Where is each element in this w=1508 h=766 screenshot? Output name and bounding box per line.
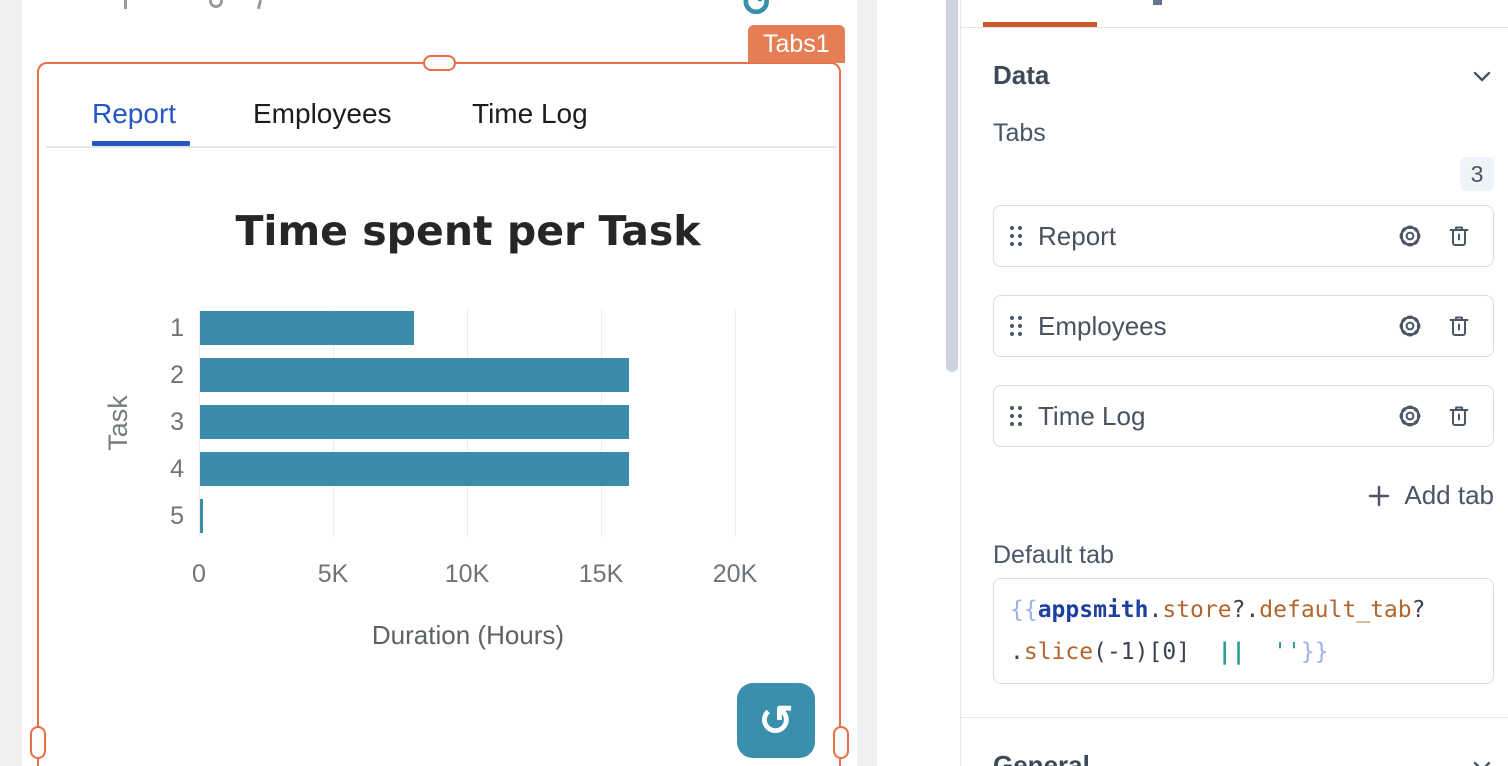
category-label: 1 <box>170 314 184 342</box>
section-divider <box>961 717 1508 718</box>
widget-tab-employees[interactable]: Employees <box>253 98 392 129</box>
tab-list-item-time-log: Time Log <box>993 385 1494 447</box>
category-label: 4 <box>170 455 184 483</box>
clipped-text-fragment <box>124 0 127 9</box>
badge-row: 3 <box>993 157 1494 191</box>
chart-title: Time spent per Task <box>235 207 701 255</box>
chevron-down-icon[interactable] <box>1470 64 1494 88</box>
chevron-down-icon[interactable] <box>1470 754 1494 766</box>
tab-item-label: Time Log <box>1038 400 1146 431</box>
clipped-refresh-icon: ↺ <box>740 0 774 25</box>
x-tick-label: 0 <box>192 560 206 588</box>
resize-handle-right[interactable] <box>833 726 849 759</box>
active-tab-underline <box>92 141 190 146</box>
plus-icon <box>1366 483 1392 509</box>
category-label: 3 <box>170 408 184 436</box>
chart-x-axis-title: Duration (Hours) <box>371 620 565 650</box>
x-tick-label: 10K <box>444 560 490 588</box>
gear-icon[interactable] <box>1395 401 1425 431</box>
section-title: Data <box>993 60 1050 90</box>
x-tick-label: 15K <box>578 560 624 588</box>
x-tick-label: 20K <box>712 560 758 588</box>
gridline <box>735 310 736 537</box>
clipped-text-fragment <box>209 0 223 8</box>
property-pane: Data Tabs 3 Report <box>960 0 1508 766</box>
canvas-right-gutter <box>857 0 877 766</box>
refresh-icon: ↺ <box>758 697 794 744</box>
canvas-left-gutter <box>0 0 22 766</box>
clipped-text-fragment <box>1153 0 1162 5</box>
tab-item-label: Employees <box>1038 310 1167 341</box>
section-title: General <box>993 750 1090 766</box>
add-tab-label: Add tab <box>1404 480 1494 510</box>
chart-y-axis-title: Task <box>103 395 133 451</box>
tab-list-item-report: Report <box>993 205 1494 267</box>
pane-body: Data Tabs 3 Report <box>961 60 1508 766</box>
chart-category-labels: 1 2 3 4 5 <box>148 311 184 546</box>
resize-handle-left[interactable] <box>30 726 46 759</box>
drag-handle-icon[interactable] <box>1010 316 1022 336</box>
bar <box>200 358 629 392</box>
widget-tab-report[interactable]: Report <box>92 98 177 129</box>
pane-tab-strip <box>961 0 1508 28</box>
default-tab-label: Default tab <box>993 541 1114 569</box>
category-label: 2 <box>170 361 184 389</box>
gear-icon[interactable] <box>1395 311 1425 341</box>
bar <box>200 452 629 486</box>
section-header-general[interactable]: General <box>993 750 1494 766</box>
section-header-data[interactable]: Data <box>993 60 1494 91</box>
trash-icon[interactable] <box>1445 222 1473 250</box>
gear-icon[interactable] <box>1395 221 1425 251</box>
tab-item-label: Report <box>1038 220 1117 251</box>
bar <box>200 311 415 345</box>
tab-count-badge: 3 <box>1460 157 1494 191</box>
scrollbar-thumb[interactable] <box>946 0 958 372</box>
add-tab-button[interactable]: Add tab <box>993 480 1494 511</box>
resize-handle-top[interactable] <box>423 55 456 71</box>
gridline <box>199 310 200 537</box>
drag-handle-icon[interactable] <box>1010 406 1022 426</box>
chart-refresh-button[interactable]: ↺ <box>737 683 815 758</box>
trash-icon[interactable] <box>1445 402 1473 430</box>
tabs-field-label: Tabs <box>993 119 1046 147</box>
x-tick-label: 5K <box>317 560 349 588</box>
bar <box>200 499 203 533</box>
tab-bar-divider <box>46 146 836 148</box>
widget-name-badge[interactable]: Tabs1 <box>748 25 845 63</box>
default-tab-code-input[interactable]: {{appsmith.store?.default_tab? .slice(-1… <box>993 578 1494 684</box>
code-expression: {{appsmith.store?.default_tab? .slice(-1… <box>1010 597 1426 665</box>
pane-active-tab-underline <box>983 22 1097 27</box>
drag-handle-icon[interactable] <box>1010 226 1022 246</box>
widget-tab-time-log[interactable]: Time Log <box>472 98 588 129</box>
trash-icon[interactable] <box>1445 312 1473 340</box>
bar <box>200 405 629 439</box>
category-label: 5 <box>170 502 184 530</box>
clipped-text-fragment <box>256 0 263 10</box>
tab-list-item-employees: Employees <box>993 295 1494 357</box>
